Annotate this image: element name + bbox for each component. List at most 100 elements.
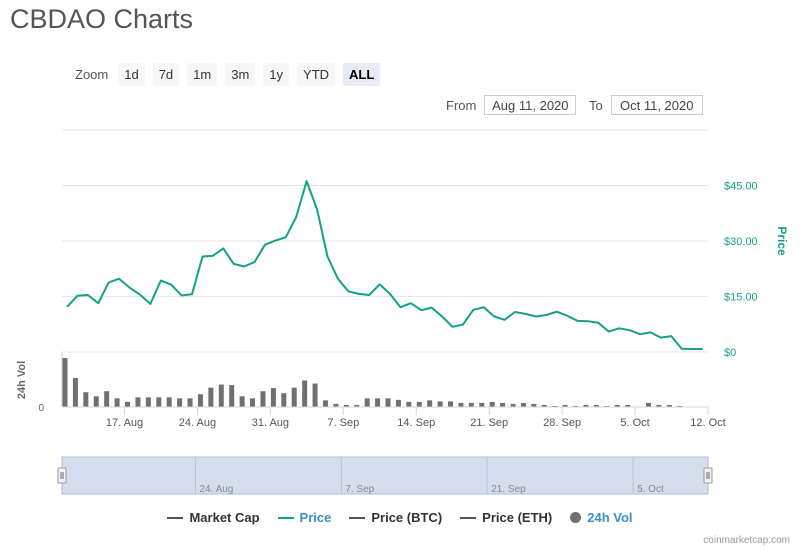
volume-axis-title: 24h Vol xyxy=(16,361,28,399)
volume-bar xyxy=(312,383,318,407)
volume-bar xyxy=(229,385,235,407)
volume-bar xyxy=(604,405,610,407)
price-tick-label: $45.00 xyxy=(724,181,758,193)
volume-bar xyxy=(677,405,683,407)
volume-bar xyxy=(520,402,526,407)
x-tick-label: 17. Aug xyxy=(106,417,143,429)
x-tick-label: 28. Sep xyxy=(543,417,581,429)
price-line xyxy=(66,180,703,350)
volume-bar xyxy=(510,403,516,407)
volume-bar xyxy=(552,405,558,407)
date-range-to: To Oct 11, 2020 xyxy=(589,95,703,115)
volume-bar xyxy=(270,388,276,407)
volume-bar xyxy=(343,404,349,407)
zoom-bar: Zoom 1d 7d 1m 3m 1y YTD ALL xyxy=(75,63,381,86)
chart-legend: Market Cap Price Price (BTC) Price (ETH) 24h… xyxy=(0,510,800,525)
zoom-label: Zoom xyxy=(75,67,109,82)
volume-bar xyxy=(166,397,172,407)
x-tick-label: 14. Sep xyxy=(397,417,435,429)
volume-bar xyxy=(583,404,589,407)
x-tick-label: 7. Sep xyxy=(327,417,359,429)
legend-label: Market Cap xyxy=(189,510,260,525)
price-tick-label: $30.00 xyxy=(724,236,758,248)
volume-bar xyxy=(260,391,266,407)
price-tick-label: $15.00 xyxy=(724,292,758,304)
volume-bar xyxy=(375,398,381,407)
volume-bar xyxy=(125,401,131,407)
legend-swatch xyxy=(460,516,477,519)
volume-bar xyxy=(541,404,547,407)
zoom-button-1y[interactable]: 1y xyxy=(263,63,290,86)
volume-tick-label: 0 xyxy=(38,403,44,414)
navigator-tick-label: 7. Sep xyxy=(345,484,374,495)
volume-bar xyxy=(500,402,506,407)
zoom-button-ytd[interactable]: YTD xyxy=(297,63,336,86)
from-label: From xyxy=(446,97,477,113)
legend-swatch xyxy=(570,512,582,523)
volume-bar xyxy=(479,402,485,407)
volume-bar xyxy=(302,380,308,407)
navigator-right-handle[interactable] xyxy=(703,467,713,484)
volume-bar xyxy=(364,398,370,407)
volume-bar xyxy=(93,396,99,407)
zoom-button-1d[interactable]: 1d xyxy=(118,63,145,86)
volume-bar xyxy=(427,400,433,407)
zoom-button-7d[interactable]: 7d xyxy=(152,63,180,86)
to-date-input[interactable]: Oct 11, 2020 xyxy=(610,95,703,115)
legend-item-price[interactable]: Price xyxy=(277,510,332,525)
zoom-button-3m[interactable]: 3m xyxy=(225,63,256,86)
legend-swatch xyxy=(349,516,366,519)
navigator-tick-label: 21. Sep xyxy=(491,484,526,495)
legend-item-price-btc[interactable]: Price (BTC) xyxy=(349,510,442,525)
legend-item-market-cap[interactable]: Market Cap xyxy=(167,510,260,525)
x-tick-label: 24. Aug xyxy=(179,417,216,429)
page-title: CBDAO Charts xyxy=(10,4,194,34)
volume-bar xyxy=(448,401,454,407)
watermark: coinmarketcap.com xyxy=(703,535,790,546)
volume-bar xyxy=(395,399,401,407)
zoom-button-1m[interactable]: 1m xyxy=(187,63,218,86)
x-tick-label: 31. Aug xyxy=(252,417,289,429)
volume-bar xyxy=(666,404,672,407)
to-label: To xyxy=(589,97,603,113)
volume-bar xyxy=(645,402,651,407)
volume-bar xyxy=(562,404,568,407)
volume-bar xyxy=(62,358,68,407)
volume-bar xyxy=(354,404,360,407)
volume-bar xyxy=(625,404,631,407)
date-range-from: From Aug 11, 2020 xyxy=(446,95,577,115)
legend-label: Price xyxy=(299,510,332,525)
navigator-range xyxy=(61,456,709,495)
zoom-button-all[interactable]: ALL xyxy=(343,63,381,86)
from-date-input[interactable]: Aug 11, 2020 xyxy=(484,95,577,115)
x-tick-label: 5. Oct xyxy=(620,417,649,429)
legend-swatch xyxy=(277,516,294,519)
volume-bar xyxy=(208,387,214,407)
volume-bar xyxy=(614,404,620,407)
navigator-tick-label: 24. Aug xyxy=(199,484,233,495)
volume-bar xyxy=(593,404,599,407)
volume-bar xyxy=(531,403,537,407)
volume-bar xyxy=(458,402,464,407)
volume-bar xyxy=(135,397,141,407)
legend-swatch xyxy=(167,516,184,519)
volume-bar xyxy=(406,401,412,407)
volume-bar xyxy=(291,387,297,407)
legend-item-24h-vol[interactable]: 24h Vol xyxy=(570,510,633,525)
volume-bar xyxy=(322,400,328,407)
legend-label: Price (ETH) xyxy=(482,510,553,525)
legend-item-price-eth[interactable]: Price (ETH) xyxy=(460,510,552,525)
volume-bar xyxy=(114,398,120,407)
volume-bar xyxy=(437,401,443,407)
volume-bar xyxy=(573,405,579,407)
price-tick-label: $0 xyxy=(724,347,736,359)
volume-bar xyxy=(385,398,391,407)
navigator-left-handle[interactable] xyxy=(57,467,67,484)
volume-bar xyxy=(239,396,245,407)
volume-bar xyxy=(187,398,193,407)
volume-bar xyxy=(656,404,662,407)
x-tick-label: 12. Oct xyxy=(690,417,725,429)
volume-bar xyxy=(104,391,110,407)
volume-bar xyxy=(197,394,203,407)
